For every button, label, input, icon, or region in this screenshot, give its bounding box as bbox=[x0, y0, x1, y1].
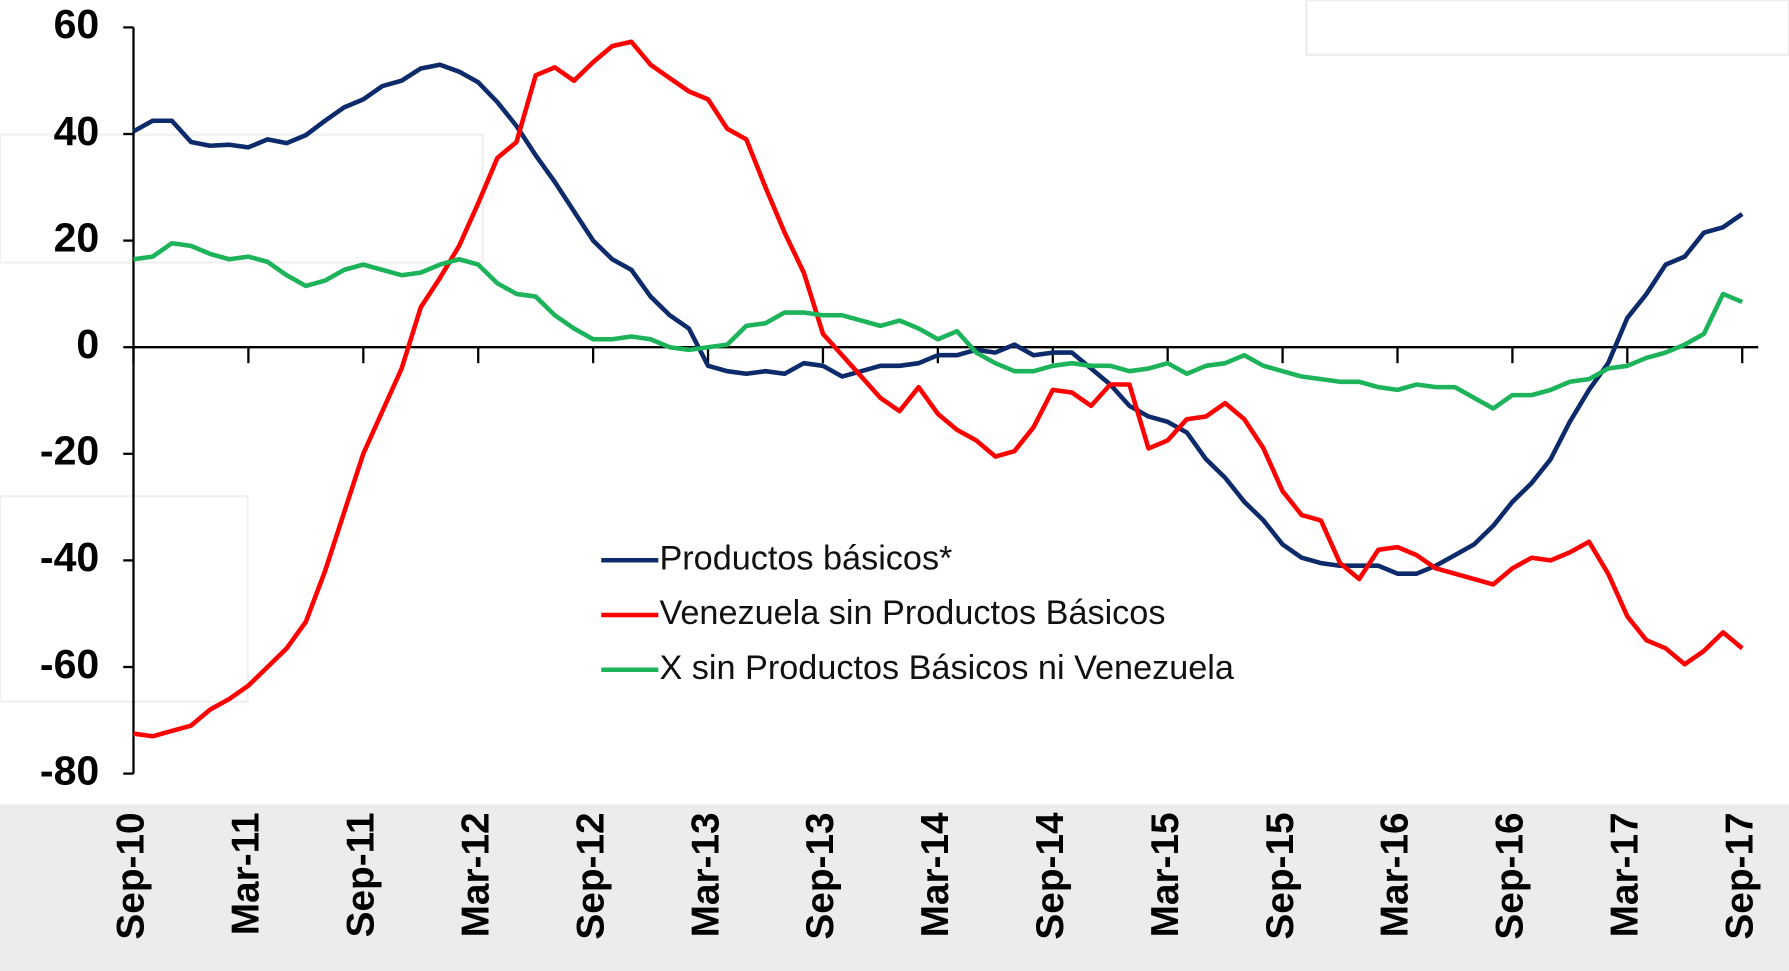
x-tick-label: Mar-13 bbox=[684, 812, 727, 937]
x-tick-label: Sep-10 bbox=[110, 812, 153, 939]
x-tick-label: Mar-15 bbox=[1144, 812, 1187, 937]
x-tick-label: Sep-15 bbox=[1259, 812, 1302, 939]
y-tick-label: -40 bbox=[40, 534, 99, 580]
x-tick-label: Mar-17 bbox=[1604, 812, 1647, 937]
label-background bbox=[0, 804, 1789, 971]
legend-label: X sin Productos Básicos ni Venezuela bbox=[659, 649, 1234, 687]
y-tick-label: -80 bbox=[40, 747, 99, 793]
x-tick-label: Sep-17 bbox=[1718, 812, 1761, 939]
x-tick-label: Sep-13 bbox=[799, 812, 842, 939]
y-tick-label: 40 bbox=[54, 108, 100, 154]
x-tick-label: Mar-16 bbox=[1374, 812, 1417, 937]
x-tick-label: Mar-12 bbox=[454, 812, 497, 937]
y-tick-label: -20 bbox=[40, 428, 99, 474]
x-tick-label: Sep-11 bbox=[340, 812, 383, 937]
y-tick-label: -60 bbox=[40, 641, 99, 687]
x-tick-label: Mar-14 bbox=[914, 812, 957, 937]
x-tick-label: Sep-14 bbox=[1029, 812, 1072, 940]
background-shape bbox=[0, 495, 249, 703]
x-tick-label: Sep-16 bbox=[1489, 812, 1532, 939]
y-tick-label: 60 bbox=[54, 1, 100, 47]
legend-label: Venezuela sin Productos Básicos bbox=[659, 594, 1165, 632]
series-line bbox=[133, 39, 1744, 739]
y-tick-label: 0 bbox=[76, 321, 99, 367]
series-line bbox=[132, 62, 1744, 576]
x-tick-label: Sep-12 bbox=[569, 812, 612, 939]
x-tick-label: Mar-11 bbox=[225, 812, 268, 935]
y-tick-label: 20 bbox=[54, 214, 100, 260]
legend-label: Productos básicos* bbox=[659, 539, 952, 577]
background-shape bbox=[1305, 0, 1789, 56]
series-line bbox=[133, 240, 1744, 411]
